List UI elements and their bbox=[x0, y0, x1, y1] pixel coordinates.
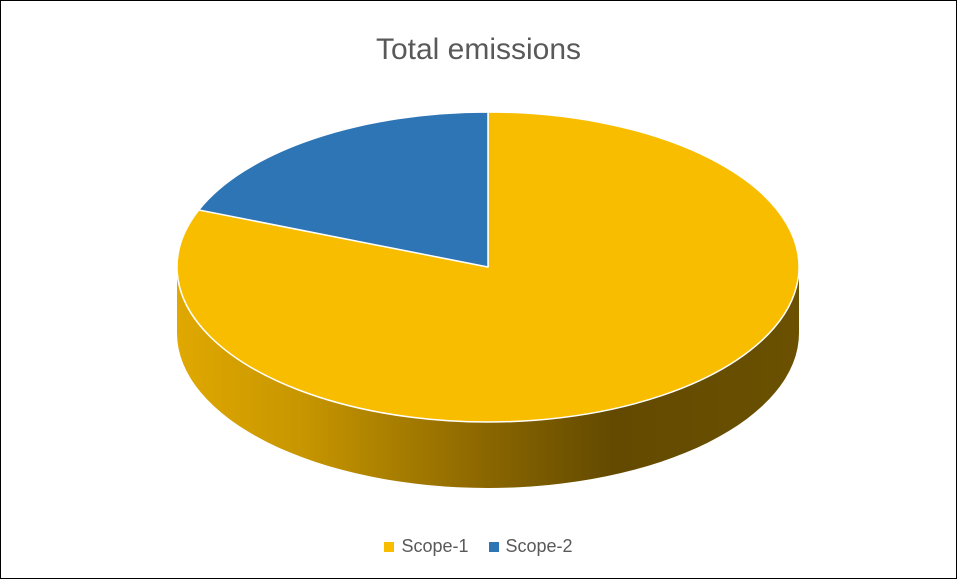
legend-swatch-scope-1 bbox=[384, 541, 395, 552]
legend-label-scope-1: Scope-1 bbox=[401, 536, 469, 556]
pie-slice-scope-2[interactable] bbox=[198, 111, 489, 268]
legend: Scope-1 Scope-2 bbox=[1, 536, 956, 557]
legend-item-scope-2[interactable]: Scope-2 bbox=[488, 536, 573, 557]
legend-swatch-scope-2 bbox=[488, 541, 499, 552]
chart-title: Total emissions bbox=[375, 33, 582, 66]
legend-label-scope-2: Scope-2 bbox=[505, 536, 573, 556]
pie-tops bbox=[176, 111, 800, 423]
pie-sides bbox=[177, 267, 799, 488]
pie-side-scope-1 bbox=[177, 267, 799, 488]
pie-slice-scope-1[interactable] bbox=[176, 111, 800, 423]
legend-item-scope-1[interactable]: Scope-1 bbox=[384, 536, 469, 557]
